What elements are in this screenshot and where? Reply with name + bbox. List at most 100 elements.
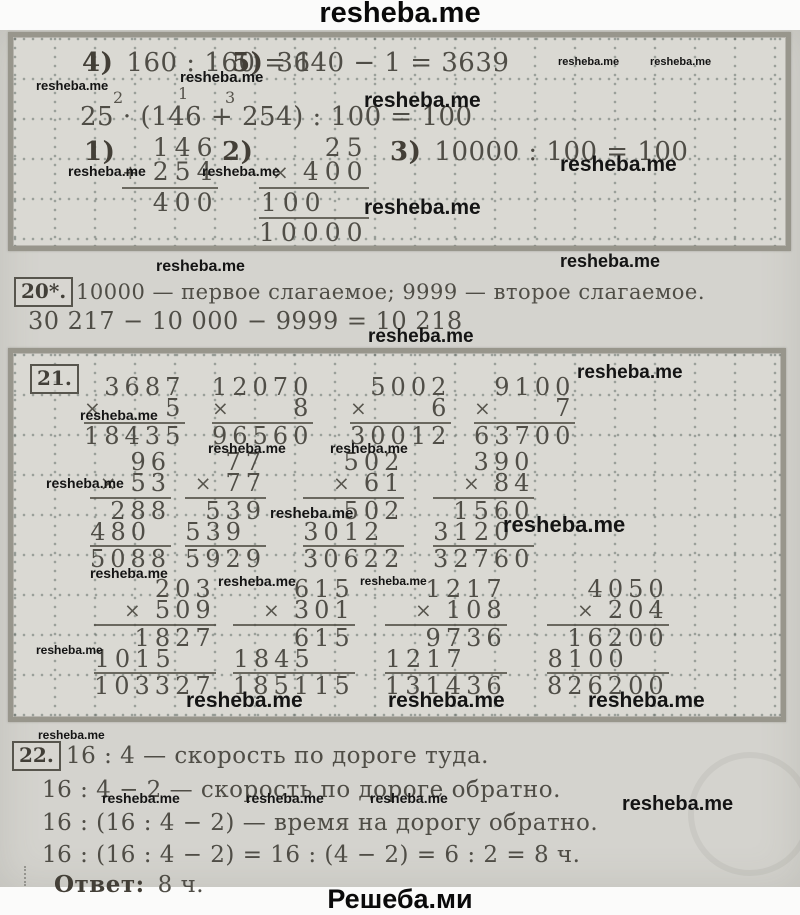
rule (433, 497, 535, 499)
watermark: resheba.me (156, 258, 245, 275)
factor-bottom: 6 (431, 394, 452, 422)
rule (90, 497, 172, 499)
partial-1: 539 (205, 497, 267, 525)
factor-top: 12070 (212, 373, 314, 401)
factor-bottom-line: × 6 (350, 394, 452, 422)
mult-block-25x400: 25 × 400 100 10000 (259, 133, 369, 245)
task-21-label: 21. (30, 364, 79, 394)
watermark: resheba.me (202, 163, 280, 179)
watermark: resheba.me (560, 251, 661, 271)
addend-top: 146 (152, 133, 219, 162)
product: 30622 (303, 545, 405, 573)
rule (233, 624, 355, 626)
factor-bottom-line: × 84 (433, 469, 535, 497)
watermark: resheba.me (80, 407, 158, 423)
step-3-line: 3) 10000 : 100 = 100 (390, 137, 688, 167)
item-5-expression: 3640 − 1 = 3639 (276, 48, 510, 78)
factor-bottom: 61 (363, 469, 405, 497)
factor-top: 390 (473, 448, 535, 476)
partial-1: 615 (293, 624, 355, 652)
rule (185, 497, 267, 499)
watermark: resheba.me (68, 163, 146, 179)
factor-bottom-line: × 400 (259, 159, 369, 185)
factor-top: 25 (324, 133, 369, 162)
factor-top: 77 (225, 448, 267, 476)
watermark: resheba.me (364, 89, 481, 112)
rule (122, 187, 219, 189)
rule (90, 545, 172, 547)
answer-value: 8 ч. (157, 872, 205, 898)
rule (547, 624, 669, 626)
order-mark-3: 3 (225, 88, 236, 107)
product: 30012 (350, 422, 452, 450)
mult-block-390x84: 390 × 84 1560 3120 32760 (433, 448, 535, 571)
times-icon: × (99, 471, 117, 495)
watermark: resheba.me (218, 573, 296, 589)
rule (212, 422, 314, 424)
factor-bottom: 53 (130, 469, 172, 497)
partial-1: 9736 (425, 624, 507, 652)
main-expression: 25 · (146 + 254) : 100 = 100 (80, 102, 473, 132)
item-4-expression: 160 : 160 = 1 (126, 48, 313, 78)
factor-bottom: 509 (154, 596, 216, 624)
partial-1: 16200 (567, 624, 669, 652)
scan-stamp-artifact (688, 752, 800, 876)
task-21-box (8, 348, 786, 722)
rule (547, 672, 669, 674)
rule (94, 672, 216, 674)
partial-2: 3012 (303, 518, 385, 546)
partial-1: 1827 (134, 624, 216, 652)
factor-bottom: 301 (293, 596, 355, 624)
watermark: resheba.me (208, 440, 286, 456)
rule (474, 422, 576, 424)
solution-box-top (8, 32, 791, 251)
factor-bottom-line: × 5 (84, 396, 185, 420)
task-20-line-2: 30 217 − 10 000 − 9999 = 10 218 (28, 307, 463, 335)
watermark: resheba.me (650, 56, 712, 68)
watermark: resheba.me (46, 475, 124, 491)
order-mark-2: 2 (113, 88, 124, 107)
times-icon: × (272, 160, 289, 184)
product: 18435 (84, 422, 186, 450)
task-22-text-2: 16 : 4 − 2 — скорость по дороге обратно. (42, 777, 561, 803)
watermark: resheba.me (38, 728, 105, 742)
times-icon: × (263, 598, 280, 622)
addend-bottom-line: +254 (122, 159, 218, 185)
partial-1: 1560 (453, 497, 535, 525)
task-22-label: 22. (12, 741, 61, 771)
watermark: resheba.me (36, 643, 103, 657)
mult-block-12070x8: 12070 × 8 96560 (212, 373, 314, 450)
rule (185, 545, 267, 547)
factor-bottom: 84 (493, 469, 535, 497)
task-22-line-2: 16 : 4 − 2 — скорость по дороге обратно. (42, 777, 561, 804)
task-22-answer-line: Ответ: 8 ч. (54, 871, 204, 899)
mult-block-96x53: 96 × 53 288 480 5088 (90, 450, 172, 571)
watermark: resheba.me (246, 790, 324, 806)
site-watermark-footer: Решеба.ми (327, 884, 473, 914)
watermark: resheba.me (388, 689, 505, 712)
watermark: resheba.me (370, 790, 448, 806)
rule (233, 672, 355, 674)
step-1-marker-line: 1) (84, 137, 128, 167)
task-22-line-4: 16 : (16 : 4 − 2) = 16 : (4 − 2) = 6 : 2… (42, 842, 580, 869)
partial-2: 1015 (94, 645, 176, 673)
product: 131436 (385, 672, 507, 700)
watermark: resheba.me (503, 512, 626, 537)
factor-bottom: 108 (445, 596, 507, 624)
partial-1: 502 (343, 497, 405, 525)
main-expression-line: 25 · (146 + 254) : 100 = 100 (80, 102, 473, 132)
factor-bottom-line: × 77 (185, 469, 267, 497)
times-icon: × (84, 396, 101, 420)
rule (385, 624, 507, 626)
times-icon: × (124, 598, 141, 622)
times-icon: × (474, 396, 491, 420)
factor-bottom-line: × 108 (385, 596, 507, 624)
factor-bottom-line: × 509 (94, 596, 216, 624)
factor-top: 203 (154, 575, 216, 603)
rule (303, 545, 405, 547)
factor-top: 9100 (494, 373, 576, 401)
watermark: resheba.me (180, 69, 264, 86)
factor-bottom: 77 (225, 469, 267, 497)
times-icon: × (194, 471, 212, 495)
product: 96560 (212, 422, 314, 450)
